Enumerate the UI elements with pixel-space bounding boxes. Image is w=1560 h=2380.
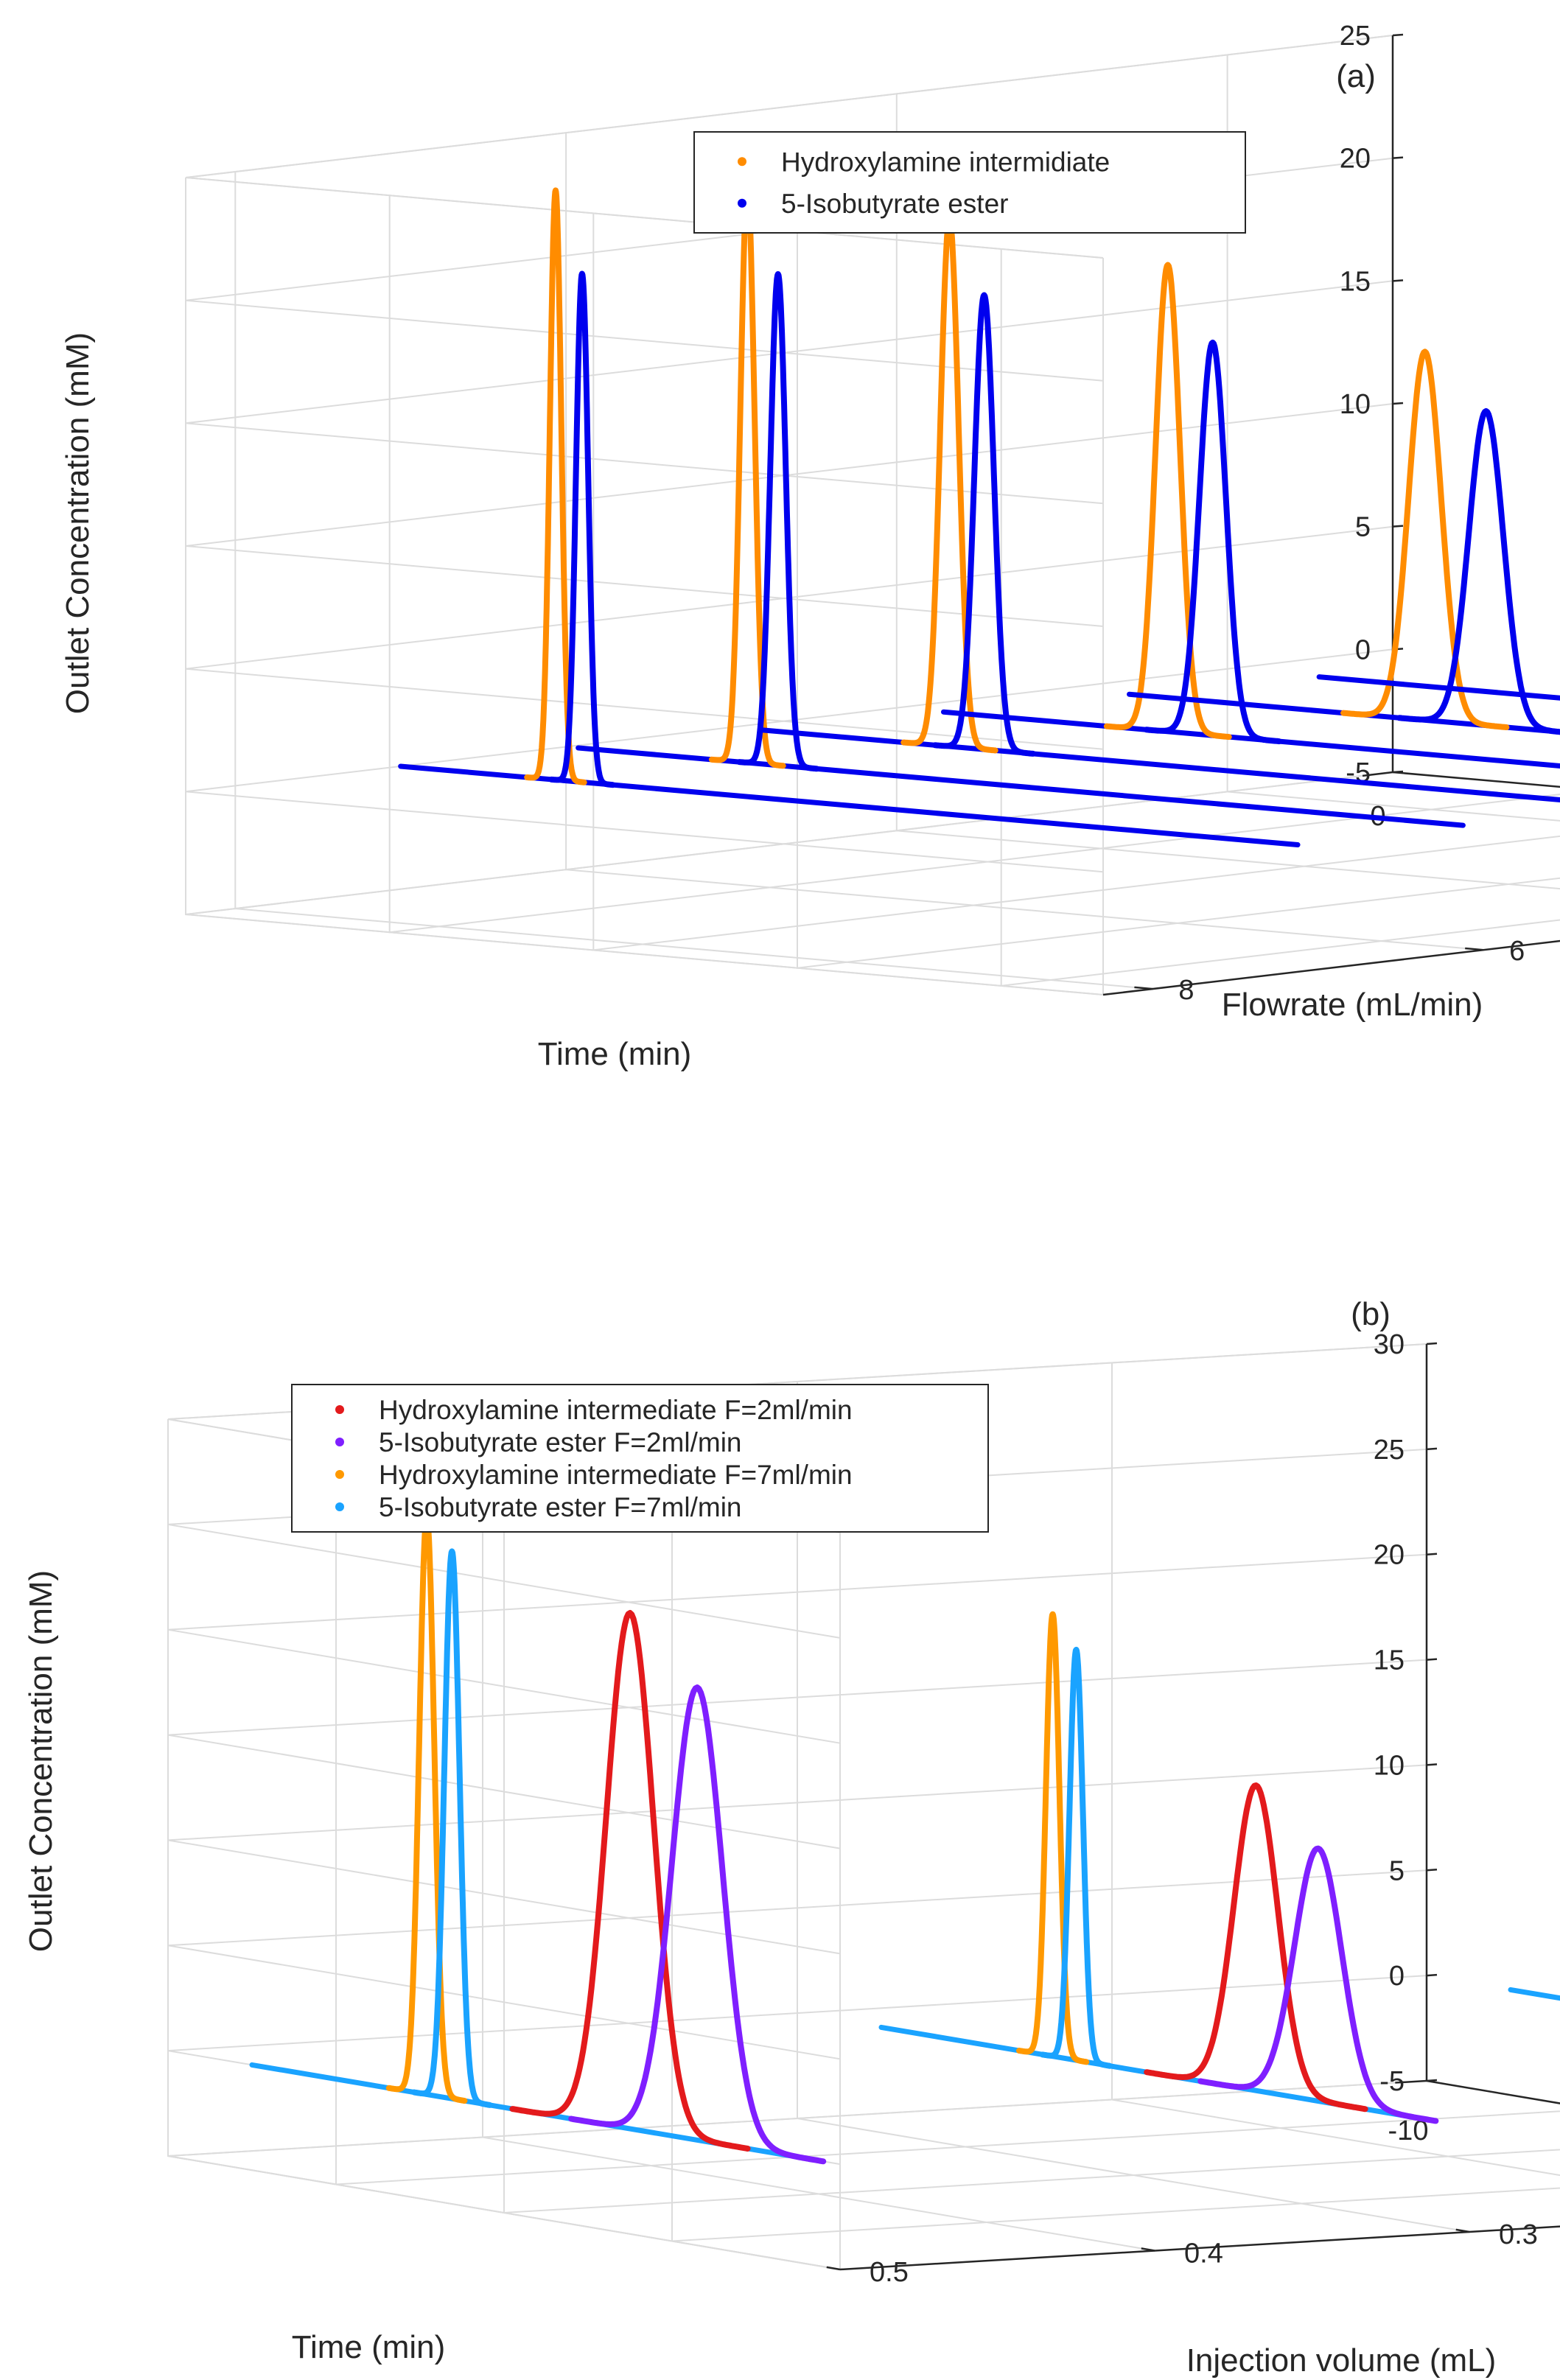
legend-entry-label: Hydroxylamine intermidiate xyxy=(781,147,1110,177)
peak-curve-series-1 xyxy=(1197,1845,1439,2124)
y-axis-line xyxy=(1102,939,1560,996)
y-tick-mark xyxy=(1141,2247,1155,2252)
x-axis-line xyxy=(1392,771,1560,788)
z-tick-label: 0 xyxy=(1389,1961,1405,1992)
z-tick-mark xyxy=(1426,1869,1438,1872)
y-gridline xyxy=(1111,1362,1560,2177)
z-tick-label: 30 xyxy=(1374,1329,1405,1360)
y-tick-mark xyxy=(1455,2228,1470,2233)
legend: Hydroxylamine intermediate F=2ml/min5-Is… xyxy=(291,1384,989,1533)
y-gridline xyxy=(482,1400,1155,2252)
x-axis-label: Time (min) xyxy=(538,1036,692,1072)
legend-marker xyxy=(335,1405,344,1414)
z-tick-label: 15 xyxy=(1340,266,1371,297)
legend-entry-label: 5-Isobutyrate ester F=7ml/min xyxy=(379,1492,742,1522)
y-tick-label: 6 xyxy=(1509,936,1525,967)
peak-curve-series-1 xyxy=(568,1684,827,2165)
z-tick-label: 20 xyxy=(1374,1540,1405,1571)
box-edge xyxy=(185,914,1104,995)
peak-curve-series-0 xyxy=(524,187,587,785)
legend-entry-label: 5-Isobutyrate ester xyxy=(781,189,1008,219)
z-tick-mark xyxy=(1392,402,1404,405)
z-tick-label: 10 xyxy=(1340,389,1371,420)
y-tick-label: 0.4 xyxy=(1184,2239,1223,2269)
y-gridline xyxy=(234,172,1153,990)
box-edge xyxy=(185,35,1393,178)
y-axis-label: Flowrate (mL/min) xyxy=(1222,987,1483,1023)
peak-curve-series-1 xyxy=(1396,407,1560,735)
baseline-line xyxy=(576,745,1466,828)
y-tick-mark xyxy=(826,2266,841,2271)
legend-box xyxy=(693,131,1246,234)
peak-curve-series-1 xyxy=(1143,339,1282,745)
peak-curve-series-1 xyxy=(548,270,616,788)
panel-label: (b) xyxy=(1351,1296,1391,1332)
y-gridline xyxy=(895,94,1560,890)
legend-marker xyxy=(738,198,746,208)
y-gridline xyxy=(797,1382,1470,2233)
z-tick-label: -5 xyxy=(1379,2066,1405,2097)
baseline-line xyxy=(940,709,1560,769)
y-gridline xyxy=(1226,55,1560,822)
panel-label: (a) xyxy=(1336,58,1376,94)
legend-box xyxy=(291,1384,989,1533)
z-tick-label: 5 xyxy=(1389,1855,1405,1886)
z-tick-mark xyxy=(1392,525,1404,528)
legend-marker xyxy=(738,157,746,167)
y-tick-mark xyxy=(1134,986,1153,990)
z-tick-mark xyxy=(1392,770,1404,774)
y-axis-label: Injection volume (mL) xyxy=(1186,2342,1497,2379)
z-tick-mark xyxy=(1426,1658,1438,1661)
legend-entry-label: 5-Isobutyrate ester F=2ml/min xyxy=(379,1427,742,1457)
z-tick-label: 0 xyxy=(1355,634,1371,665)
y-tick-label: 0.3 xyxy=(1499,2219,1538,2250)
legend: Hydroxylamine intermidiate 5-Isobutyrate … xyxy=(693,131,1246,234)
z-tick-mark xyxy=(1426,1342,1438,1345)
grid-lines xyxy=(167,1343,1560,2271)
legend-marker xyxy=(335,1438,344,1446)
box-edge xyxy=(167,2155,841,2270)
peak-curve-series-3 xyxy=(411,1548,493,2108)
z-tick-mark xyxy=(1392,279,1404,282)
z-tick-label: 15 xyxy=(1374,1645,1405,1676)
legend-entry-label: Hydroxylamine intermediate F=7ml/min xyxy=(379,1460,853,1490)
y-tick-mark xyxy=(1465,947,1484,951)
peak-curve-series-0 xyxy=(1340,349,1510,730)
x-axis-line xyxy=(1426,2079,1560,2104)
x-tick-mark xyxy=(1362,771,1393,777)
baseline-line xyxy=(1316,674,1560,701)
z-tick-label: 20 xyxy=(1340,144,1371,175)
x-axis-label: Time (min) xyxy=(292,2329,446,2365)
axes: -1001020300.10.20.30.40.5-5051015202530T… xyxy=(23,1329,1560,2379)
z-axis-label: Outlet Concentration (mM) xyxy=(60,332,96,714)
z-tick-mark xyxy=(1426,1553,1438,1555)
z-tick-label: 5 xyxy=(1355,512,1371,543)
peak-curve-series-0 xyxy=(1103,262,1232,741)
peak-curve-series-3 xyxy=(1039,1646,1113,2069)
z-tick-mark xyxy=(1426,1763,1438,1766)
z-tick-label: 10 xyxy=(1374,1750,1405,1781)
peak-curve-series-0 xyxy=(1144,1782,1368,2113)
y-gridline xyxy=(565,133,1484,951)
panel-b-chart: -1001020300.10.20.30.40.5-5051015202530T… xyxy=(23,1296,1560,2379)
peak-curve-series-1 xyxy=(736,271,820,772)
y-tick-label: 8 xyxy=(1178,975,1194,1006)
peak-curve-series-1 xyxy=(932,292,1036,757)
legend-marker xyxy=(335,1502,344,1511)
z-tick-mark xyxy=(1426,2079,1438,2082)
legend-marker xyxy=(335,1470,344,1479)
z-axis-label: Outlet Concentration (mM) xyxy=(23,1570,59,1952)
legend-entry-label: Hydroxylamine intermediate F=2ml/min xyxy=(379,1395,853,1425)
x-tick-mark xyxy=(1395,2079,1427,2084)
z-tick-label: 25 xyxy=(1340,21,1371,52)
peak-curve-series-2 xyxy=(1016,1611,1090,2065)
y-tick-label: 0.5 xyxy=(870,2257,909,2288)
peak-curve-series-0 xyxy=(509,1610,751,2152)
z-tick-label: 25 xyxy=(1374,1435,1405,1466)
